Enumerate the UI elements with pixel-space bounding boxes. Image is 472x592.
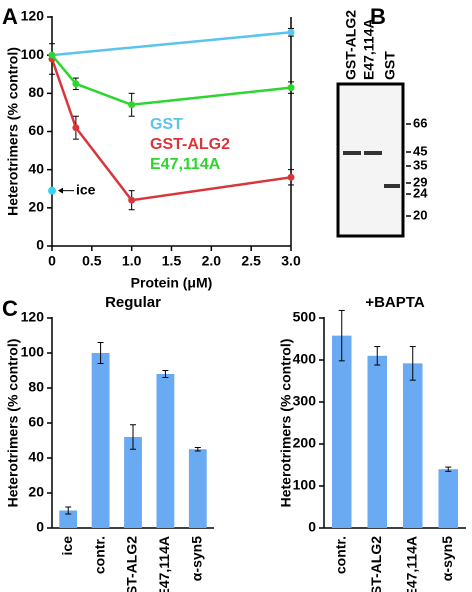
point xyxy=(128,196,136,204)
error-bar xyxy=(130,424,136,450)
y-tick-label: 200 xyxy=(293,435,317,451)
x-tick-label: GST-ALG2 xyxy=(124,536,140,592)
point xyxy=(287,84,295,92)
y-tick-label: 0 xyxy=(36,519,44,535)
series-line xyxy=(50,58,292,202)
y-tick-label: 80 xyxy=(28,379,44,395)
y-tick-label: 80 xyxy=(28,84,44,100)
y-axis-label: Heterotrimers (% control) xyxy=(278,339,294,508)
y-tick-label: 0 xyxy=(36,237,44,253)
x-tick-label: contr. xyxy=(332,536,348,574)
error-bar xyxy=(374,346,381,366)
x-tick-label: ice xyxy=(59,536,75,556)
error-bar xyxy=(338,309,345,362)
error-bar xyxy=(162,370,169,378)
y-tick-label: 100 xyxy=(293,477,317,493)
panel-label: B xyxy=(370,4,386,29)
marker-label: 24 xyxy=(413,185,428,200)
gel-band xyxy=(384,184,400,188)
gel-frame xyxy=(336,82,405,238)
chart: 0 20 40 60 80 100 120 Heterotrimers (% control)… xyxy=(5,8,301,291)
x-axis-label: Protein (μM) xyxy=(131,275,213,291)
series-line xyxy=(51,54,292,107)
y-tick-label: 100 xyxy=(21,344,45,360)
y-tick-label: 20 xyxy=(28,199,44,215)
bar xyxy=(124,437,142,528)
x-tick-label: contr. xyxy=(91,536,107,574)
y-tick-label: 20 xyxy=(28,484,44,500)
lane-label: E47,114A xyxy=(361,19,377,81)
x-tick-label: 2.0 xyxy=(202,253,222,269)
y-tick-label: 300 xyxy=(293,393,317,409)
point xyxy=(287,173,295,181)
panel-label: C xyxy=(2,296,18,321)
x-tick-label: 3.0 xyxy=(281,253,301,269)
x-tick-label: 0 xyxy=(48,253,56,269)
y-tick-label: 120 xyxy=(21,8,45,24)
marker-label: 29 xyxy=(413,174,427,189)
marker-label: 45 xyxy=(413,143,427,158)
bar xyxy=(59,510,78,528)
x-tick-label: 2.5 xyxy=(241,253,261,269)
x-tick-label: GST-ALG2 xyxy=(368,536,384,592)
x-tick-label: E47,114A xyxy=(156,536,172,592)
ice-label: ice xyxy=(76,181,96,197)
point xyxy=(72,80,80,88)
gel: GST-ALG2 E47,114A GST xyxy=(336,10,405,238)
point xyxy=(128,101,136,109)
chart-title: Regular xyxy=(105,294,161,311)
point xyxy=(287,28,295,36)
legend-entry: E47,114A xyxy=(150,156,221,173)
y-tick-label: 60 xyxy=(28,414,44,430)
gel-band xyxy=(343,151,361,155)
chart-title: +BAPTA xyxy=(365,294,424,311)
legend-entry: GST xyxy=(150,116,183,133)
gel-band xyxy=(364,151,382,155)
ice-point xyxy=(48,186,56,195)
y-tick-label: 0 xyxy=(308,519,316,535)
x-tick-label: E47,114A xyxy=(403,536,419,592)
error-bar xyxy=(97,342,104,364)
error-bar xyxy=(409,346,416,381)
marker-label: 35 xyxy=(413,157,427,172)
y-tick-label: 100 xyxy=(21,46,45,62)
panel-label: A xyxy=(2,4,18,29)
x-tick-label: α-syn5 xyxy=(189,536,205,581)
error-bar xyxy=(194,447,201,452)
bar xyxy=(156,374,175,528)
bar xyxy=(188,449,207,528)
chart: 0 100 200 300 400 500 Heterotrimers (% control… xyxy=(278,294,466,592)
y-tick-label: 120 xyxy=(21,309,45,325)
bar xyxy=(402,363,423,528)
marker-label: 66 xyxy=(413,115,427,130)
y-tick-label: 40 xyxy=(28,160,44,176)
y-tick-label: 40 xyxy=(28,449,44,465)
y-axis-label: Heterotrimers (% control) xyxy=(5,47,21,216)
error-bar xyxy=(445,466,452,472)
bar xyxy=(331,335,352,528)
marker-label: 20 xyxy=(413,207,427,222)
lane-label: GST-ALG2 xyxy=(343,10,359,80)
error-bar xyxy=(65,506,72,515)
y-tick-label: 500 xyxy=(293,309,317,325)
point xyxy=(48,51,56,59)
x-tick-label: α-syn5 xyxy=(439,536,455,581)
y-tick-label: 400 xyxy=(293,351,317,367)
x-tick-label: 1.5 xyxy=(162,253,182,269)
y-tick-label: 60 xyxy=(28,122,44,138)
legend-entry: GST-ALG2 xyxy=(150,136,230,153)
bar xyxy=(438,469,459,528)
x-tick-label: 1.0 xyxy=(122,253,142,269)
point xyxy=(72,124,80,132)
y-axis-label: Heterotrimers (% control) xyxy=(5,339,21,508)
bar xyxy=(91,353,110,528)
lane-label: GST xyxy=(382,51,398,80)
series-line xyxy=(51,31,292,57)
x-tick-label: 0.5 xyxy=(82,253,102,269)
ice-arrowhead xyxy=(58,187,63,194)
bar xyxy=(367,355,388,528)
